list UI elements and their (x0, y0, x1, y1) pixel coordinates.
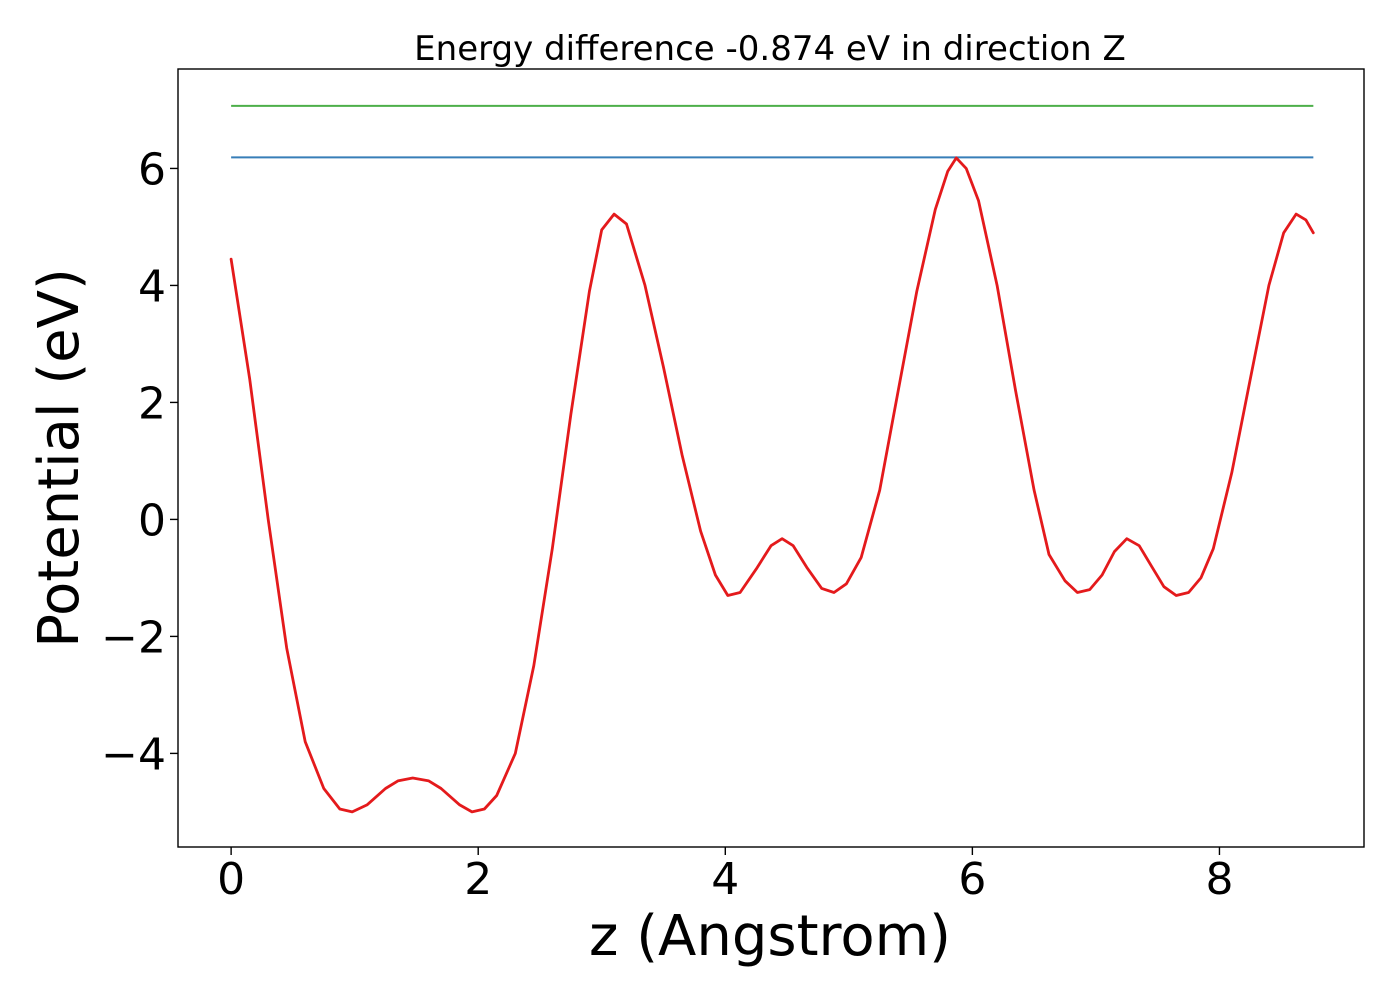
chart-title: Energy difference -0.874 eV in direction… (414, 29, 1126, 69)
y-tick-label: 6 (138, 144, 166, 195)
y-tick-label: 2 (138, 378, 166, 429)
x-tick-label: 0 (217, 854, 245, 905)
x-tick-label: 6 (958, 854, 986, 905)
y-tick-label: 4 (138, 261, 166, 312)
plot-area (229, 104, 1315, 814)
axes-frame (177, 68, 1365, 848)
y-tick-label: −4 (101, 729, 166, 780)
x-tick-label: 4 (711, 854, 739, 905)
potential-series-line (229, 156, 1315, 814)
y-tick-label: 0 (138, 495, 166, 546)
y-axis-label: Potential (eV) (27, 268, 92, 648)
x-tick-label: 8 (1205, 854, 1233, 905)
axis-ticks: 0 2 4 6 8 −4 −2 0 2 4 6 (101, 144, 1233, 905)
x-axis-label: z (Angstrom) (589, 904, 951, 969)
x-tick-label: 2 (464, 854, 492, 905)
y-tick-label: −2 (101, 612, 166, 663)
